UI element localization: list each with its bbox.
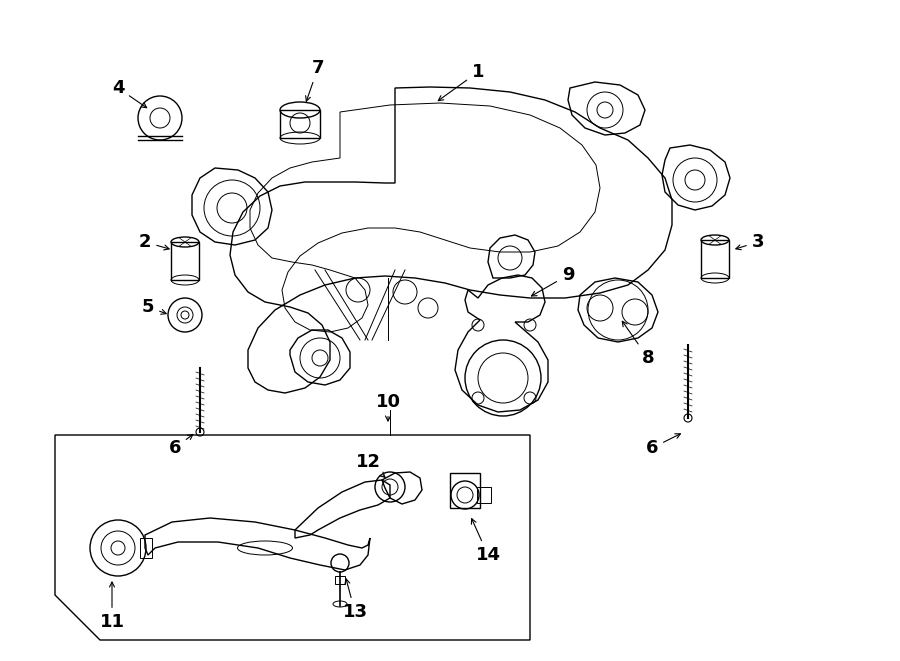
Text: 2: 2 (139, 233, 169, 251)
Text: 4: 4 (112, 79, 147, 108)
Text: 6: 6 (169, 434, 193, 457)
Bar (450, 473, 480, 508)
Text: 10: 10 (375, 393, 401, 421)
Text: 12: 12 (356, 453, 385, 477)
Bar (171, 242, 199, 280)
Bar (140, 538, 152, 558)
Bar (477, 487, 491, 503)
Text: 13: 13 (343, 579, 367, 621)
Text: 11: 11 (100, 582, 124, 631)
Text: 7: 7 (306, 59, 324, 101)
Bar (701, 240, 729, 278)
Bar (335, 576, 345, 584)
Text: 1: 1 (438, 63, 484, 100)
Bar (280, 110, 320, 138)
Text: 5: 5 (142, 298, 166, 316)
Text: 6: 6 (646, 434, 680, 457)
Text: 9: 9 (532, 266, 574, 296)
Text: 3: 3 (736, 233, 764, 251)
Text: 8: 8 (622, 321, 654, 367)
Text: 14: 14 (472, 519, 500, 564)
